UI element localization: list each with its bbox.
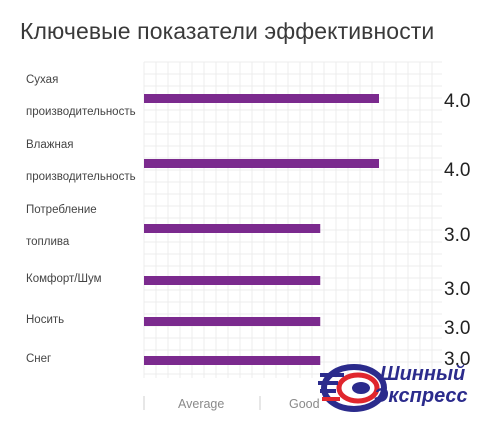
chart-grid xyxy=(143,61,442,378)
category-label: Сухая xyxy=(26,74,59,86)
chart-title: Ключевые показатели эффективности xyxy=(20,18,435,44)
category-label: Снег xyxy=(26,353,52,365)
category-label: производительность xyxy=(26,106,136,118)
category-label: Влажная xyxy=(26,139,74,151)
bar-1 xyxy=(144,94,379,103)
x-tick-label: Average xyxy=(178,397,225,411)
logo-text-line2: Экспресс xyxy=(374,385,468,407)
category-label: Потребление xyxy=(26,204,97,216)
bar-4 xyxy=(144,276,321,285)
logo-emblem-icon xyxy=(318,364,387,412)
data-label: 3.0 xyxy=(444,349,471,370)
bar-5 xyxy=(144,317,321,326)
category-label: производительность xyxy=(26,171,136,183)
data-label: 3.0 xyxy=(444,225,471,246)
bar-6 xyxy=(144,356,321,365)
bar-3 xyxy=(144,224,321,233)
bar-2 xyxy=(144,159,379,168)
data-label: 3.0 xyxy=(444,318,471,339)
data-label: 4.0 xyxy=(444,160,471,181)
x-tick-label: Good xyxy=(289,397,320,411)
category-label: Комфорт/Шум xyxy=(26,273,102,285)
data-label: 4.0 xyxy=(444,91,471,112)
shinny-express-logo: Шинный Экспресс xyxy=(318,355,504,417)
data-label: 3.0 xyxy=(444,279,471,300)
logo-text-line1: Шинный xyxy=(380,363,466,385)
category-label: Носить xyxy=(26,314,65,326)
category-label: топлива xyxy=(26,236,70,248)
